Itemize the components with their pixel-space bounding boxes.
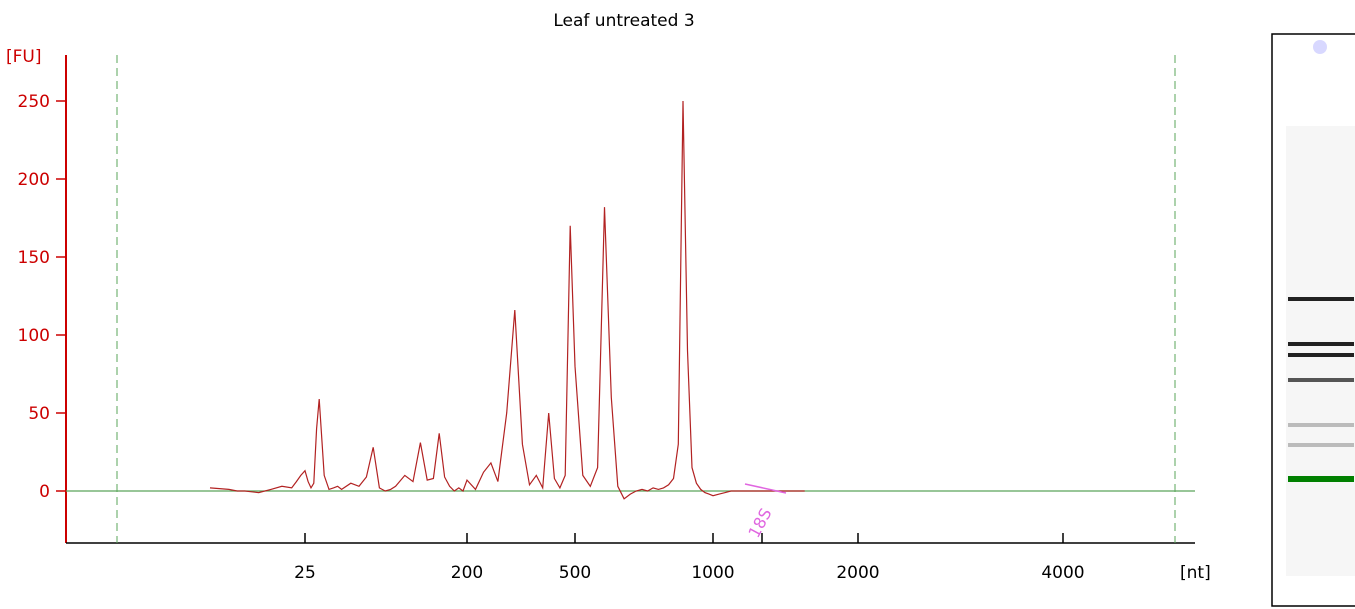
- y-ticks: 0 50 100 150 200 250: [18, 92, 66, 502]
- gel-lane-background: [1286, 126, 1355, 576]
- gel-band: [1288, 476, 1354, 482]
- gel-band: [1288, 378, 1354, 382]
- x-axis-unit-label: [nt]: [1180, 563, 1211, 583]
- x-tick-label: 4000: [1041, 563, 1084, 583]
- peak-marker-line: [744, 483, 787, 494]
- gel-well-icon: [1313, 40, 1327, 54]
- y-axis-unit-label: [FU]: [6, 47, 42, 67]
- x-tick-label: 25: [294, 563, 316, 583]
- y-tick-label: 150: [18, 248, 50, 268]
- electropherogram-trace: [209, 100, 805, 500]
- y-tick-label: 200: [18, 170, 50, 190]
- annotations: 18S: [744, 483, 787, 541]
- gel-band: [1288, 443, 1354, 447]
- plot-area: [FU] [nt] 0 50 100 150 200 250 25 200 500 1000 20…: [6, 47, 1211, 583]
- x-ticks: 25 200 500 1000 2000 4000: [294, 533, 1085, 583]
- gel-band: [1288, 297, 1354, 301]
- gel-band: [1288, 342, 1354, 346]
- y-tick-label: 50: [28, 404, 50, 424]
- gel-bands: [1288, 297, 1354, 482]
- x-tick-label: 200: [451, 563, 483, 583]
- x-tick-label: 1000: [691, 563, 734, 583]
- gel-lane: [1271, 33, 1355, 607]
- y-tick-label: 250: [18, 92, 50, 112]
- x-tick-label: 500: [559, 563, 591, 583]
- gel-band: [1288, 423, 1354, 427]
- x-tick-label: 2000: [836, 563, 879, 583]
- y-tick-label: 100: [18, 326, 50, 346]
- y-tick-label: 0: [39, 482, 50, 502]
- peak-label-18s: 18S: [744, 505, 775, 541]
- chart-title: Leaf untreated 3: [553, 11, 694, 31]
- gel-band: [1288, 353, 1354, 357]
